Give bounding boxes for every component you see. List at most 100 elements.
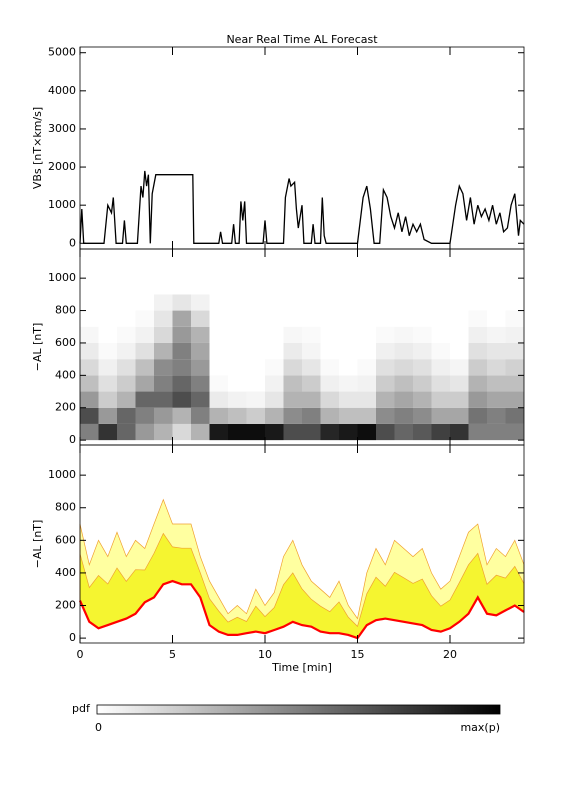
heat-cell [172,310,191,327]
heat-cell [357,391,376,408]
heat-cell [246,310,265,327]
heat-cell [80,310,99,327]
heat-cell [468,278,487,295]
y-tick-label: 5000 [48,46,76,59]
heat-cell [487,294,506,311]
heat-cell [80,375,99,392]
heat-cell [413,423,432,441]
heat-cell [209,375,228,392]
heat-cell [339,326,358,343]
heat-cell [339,391,358,408]
heat-cell [376,423,395,441]
heat-cell [117,294,136,311]
heat-cell [339,310,358,327]
heat-cell [450,391,469,408]
heat-cell [172,375,191,392]
heat-cell [265,326,284,343]
heat-cell [394,310,413,327]
heat-cell [117,310,136,327]
heat-cell [487,423,506,441]
heat-cell [413,326,432,343]
heat-cell [154,359,173,376]
heat-cell [394,375,413,392]
heat-cell [468,391,487,408]
heat-cell [117,391,136,408]
heat-cell [487,391,506,408]
heat-cell [191,375,210,392]
heat-cell [487,310,506,327]
heat-cell [172,359,191,376]
heat-cell [98,423,117,441]
heat-cell [468,294,487,311]
chart-title: Near Real Time AL Forecast [226,33,378,46]
heat-cell [154,310,173,327]
heat-cell [283,326,302,343]
heat-cell [376,359,395,376]
heat-cell [246,407,265,424]
heat-cell [209,407,228,424]
heat-cell [191,391,210,408]
heat-cell [209,326,228,343]
heat-cell [228,342,247,360]
heat-cell [357,359,376,376]
x-tick-label: 15 [351,648,365,661]
heat-cell [339,407,358,424]
heat-cell [487,407,506,424]
heat-cell [283,391,302,408]
heat-cell [450,375,469,392]
heat-cell [191,342,210,360]
heat-cell [505,310,524,327]
heat-cell [376,391,395,408]
heat-cell [320,342,339,360]
heat-cell [450,310,469,327]
heat-cell [450,294,469,311]
heat-cell [191,359,210,376]
colorbar-min: 0 [95,721,102,734]
heat-cell [468,326,487,343]
heat-cell [394,342,413,360]
heat-cell [376,375,395,392]
heat-cell [431,278,450,295]
heat-cell [135,391,154,408]
heat-cell [228,391,247,408]
heat-cell [98,375,117,392]
x-tick-label: 10 [258,648,272,661]
heat-cell [191,278,210,295]
heat-cell [191,326,210,343]
y-tick-label: 600 [55,533,76,546]
heat-cell [357,375,376,392]
heat-cell [98,359,117,376]
y-tick-label: 2000 [48,160,76,173]
heat-cell [394,359,413,376]
heat-cell [339,342,358,360]
heat-cell [394,423,413,441]
heat-cell [98,407,117,424]
heat-cell [468,342,487,360]
heat-cell [302,326,321,343]
heat-cell [413,278,432,295]
heat-cell [209,423,228,441]
heat-cell [246,278,265,295]
heat-cell [431,423,450,441]
heat-cell [302,294,321,311]
heat-cell [172,407,191,424]
heat-cell [80,342,99,360]
y-tick-label: 400 [55,368,76,381]
heat-cell [246,326,265,343]
heat-cell [228,278,247,295]
heat-cell [450,423,469,441]
y-axis-label: −AL [nT] [31,323,44,372]
heat-cell [376,294,395,311]
heat-cell [431,375,450,392]
heat-cell [468,407,487,424]
heat-cell [228,326,247,343]
colorbar [96,704,501,715]
heat-cell [265,294,284,311]
heat-cell [135,310,154,327]
heat-cell [394,294,413,311]
heat-cell [357,407,376,424]
heat-cell [154,342,173,360]
y-tick-label: 200 [55,401,76,414]
heat-cell [431,359,450,376]
heat-cell [505,278,524,295]
